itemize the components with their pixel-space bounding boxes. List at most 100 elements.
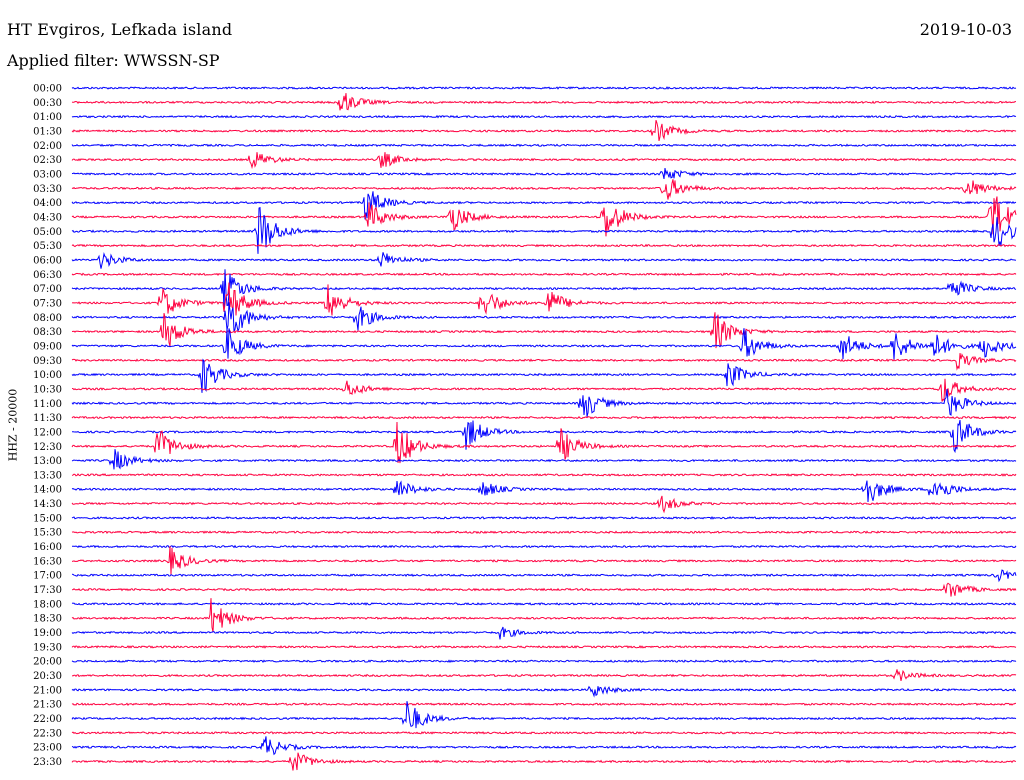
- row-time-label: 10:00: [33, 370, 62, 381]
- row-time-label: 09:00: [33, 341, 62, 352]
- row-time-label: 15:30: [33, 528, 62, 539]
- row-time-label: 11:30: [33, 413, 62, 424]
- trace-line: [71, 515, 1017, 520]
- trace-line: [71, 168, 1017, 180]
- trace-line: [71, 449, 1017, 470]
- trace-line: [71, 480, 1017, 503]
- trace-line: [71, 196, 1017, 237]
- row-time-label: 03:00: [33, 169, 62, 180]
- station-title: HT Evgiros, Lefkada island: [7, 20, 233, 39]
- trace-line: [71, 685, 1017, 698]
- row-time-label: 04:00: [33, 198, 62, 209]
- trace-line: [71, 251, 1017, 269]
- trace-line: [71, 143, 1017, 148]
- row-time-label: 18:30: [33, 614, 62, 625]
- row-time-label: 02:30: [33, 155, 62, 166]
- row-time-label: 01:00: [33, 112, 62, 123]
- row-time-label: 12:30: [33, 442, 62, 453]
- trace-line: [71, 645, 1017, 649]
- row-time-label: 07:30: [33, 298, 62, 309]
- trace-line: [71, 701, 1017, 729]
- trace-line: [71, 388, 1017, 417]
- trace-line: [71, 282, 1017, 316]
- trace-line: [71, 328, 1017, 360]
- row-time-label: 15:00: [33, 513, 62, 524]
- trace-line: [71, 114, 1017, 119]
- row-time-label: 19:00: [33, 628, 62, 639]
- trace-line: [71, 626, 1017, 640]
- row-time-label: 11:00: [33, 399, 62, 410]
- trace-line: [71, 358, 1017, 393]
- row-time-label: 18:00: [33, 599, 62, 610]
- trace-line: [71, 702, 1016, 707]
- row-time-label: 10:30: [33, 384, 62, 395]
- row-time-label: 17:30: [33, 585, 62, 596]
- row-time-label: 01:30: [33, 126, 62, 137]
- trace-line: [71, 86, 1017, 90]
- trace-line: [71, 659, 1017, 664]
- trace-line: [71, 582, 1017, 597]
- row-time-label: 05:00: [33, 227, 62, 238]
- trace-line: [71, 602, 1017, 606]
- row-time-label: 23:00: [33, 743, 62, 754]
- row-time-label: 08:00: [33, 313, 62, 324]
- row-time-label: 00:00: [33, 84, 62, 95]
- trace-line: [72, 544, 1017, 549]
- row-time-label: 16:30: [33, 556, 62, 567]
- trace-line: [71, 731, 1017, 735]
- row-time-label: 05:30: [33, 241, 62, 252]
- row-time-label: 12:00: [33, 427, 62, 438]
- trace-line: [71, 93, 1016, 111]
- trace-line: [71, 736, 1017, 756]
- trace-line: [71, 378, 1017, 402]
- trace-line: [71, 152, 1017, 170]
- trace-line: [71, 752, 1017, 771]
- row-time-label: 13:00: [33, 456, 62, 467]
- trace-line: [71, 415, 1017, 420]
- trace-line: [71, 179, 1017, 200]
- row-time-label: 16:00: [33, 542, 62, 553]
- row-time-label: 21:00: [33, 685, 62, 696]
- row-time-label: 21:30: [33, 700, 62, 711]
- trace-line: [71, 206, 1017, 254]
- trace-line: [71, 191, 1017, 220]
- trace-line: [71, 473, 1017, 477]
- row-time-label: 22:30: [33, 728, 62, 739]
- filter-label: Applied filter: WWSSN-SP: [7, 51, 220, 70]
- trace-line: [71, 353, 1017, 371]
- trace-line: [71, 530, 1017, 535]
- trace-line: [71, 669, 1017, 681]
- trace-line: [71, 421, 1017, 464]
- seismogram-traces: [71, 86, 1017, 771]
- trace-line: [71, 302, 1017, 333]
- date-label: 2019-10-03: [919, 20, 1012, 39]
- row-time-label: 00:30: [33, 98, 62, 109]
- trace-line: [71, 546, 1017, 575]
- row-time-label: 08:30: [33, 327, 62, 338]
- row-time-label: 03:30: [33, 184, 62, 195]
- trace-line: [71, 269, 1017, 312]
- trace-line: [71, 120, 1017, 142]
- trace-line: [71, 272, 1017, 277]
- row-time-label: 02:00: [33, 141, 62, 152]
- row-time-label: 20:00: [33, 657, 62, 668]
- row-time-label: 06:00: [33, 255, 62, 266]
- time-tick-labels: 00:00 00:30 01:00 01:30 02:00 02:30 03:00 03:30…: [33, 84, 62, 769]
- row-time-label: 20:30: [33, 671, 62, 682]
- row-time-label: 22:00: [33, 714, 62, 725]
- row-time-label: 19:30: [33, 642, 62, 653]
- row-time-label: 17:00: [33, 571, 62, 582]
- row-time-label: 14:00: [33, 485, 62, 496]
- row-time-label: 04:30: [33, 212, 62, 223]
- trace-line: [71, 569, 1017, 583]
- trace-line: [71, 495, 1017, 514]
- row-time-label: 13:30: [33, 470, 62, 481]
- row-time-label: 09:30: [33, 356, 62, 367]
- row-time-label: 07:00: [33, 284, 62, 295]
- row-time-label: 14:30: [33, 499, 62, 510]
- row-time-label: 06:30: [33, 270, 62, 281]
- trace-line: [71, 598, 1017, 633]
- row-time-label: 23:30: [33, 757, 62, 768]
- trace-line: [71, 243, 1017, 248]
